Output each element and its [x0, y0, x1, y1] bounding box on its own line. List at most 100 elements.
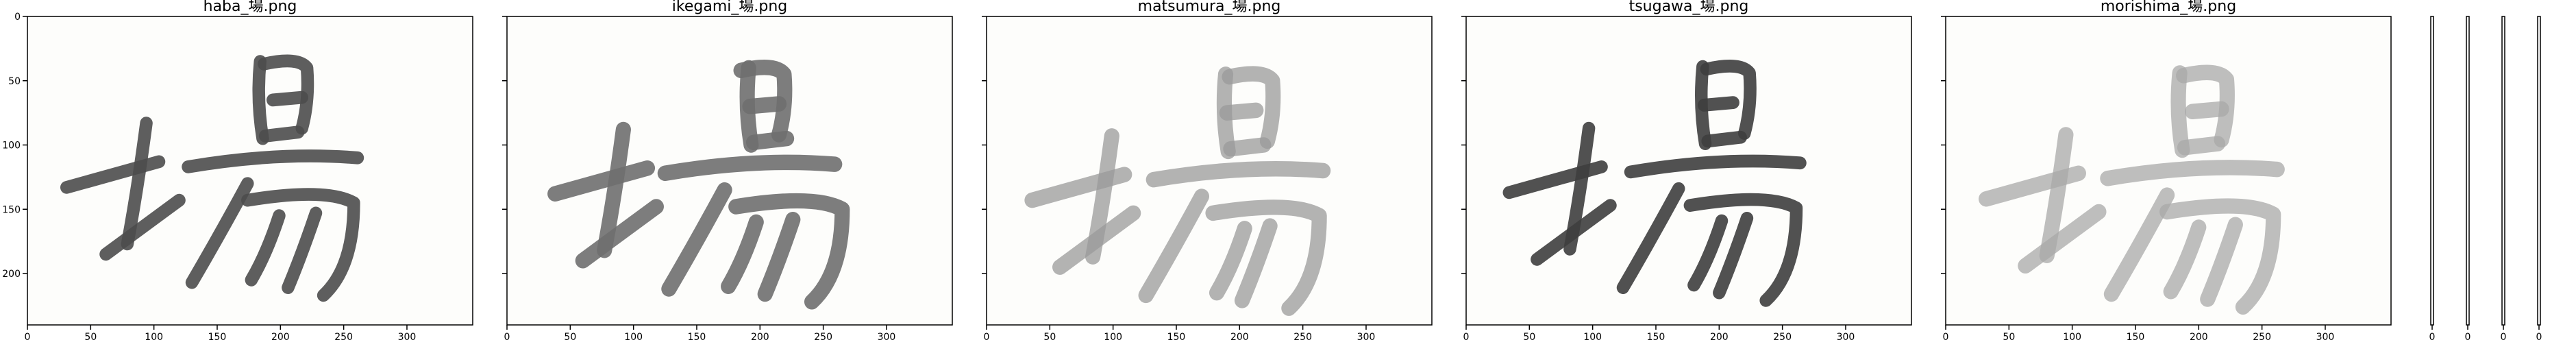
ink-stroke [728, 193, 850, 310]
ink-stroke [99, 193, 186, 261]
ink-stroke [1052, 205, 1141, 275]
ink-stroke [267, 90, 308, 107]
ink-stroke [2100, 160, 2285, 186]
ink-stroke [1700, 60, 1757, 140]
x-tick-label: 50 [1523, 332, 1535, 340]
x-tick-label: 150 [2127, 332, 2145, 340]
x-tick-label: 0 [1943, 332, 1949, 340]
x-tick-label: 200 [1230, 332, 1249, 340]
x-tick-label: 0 [984, 332, 990, 340]
axes-frame [27, 16, 473, 326]
narrow-panel: 0 [2429, 16, 2436, 340]
ink-stroke [185, 177, 254, 289]
ink-stroke [1697, 96, 1739, 112]
panel-title: ikegami_場.png [672, 0, 787, 15]
narrow-panel: 0 [2501, 16, 2507, 340]
y-tick-label: 150 [2, 204, 21, 215]
ink-stroke [1219, 102, 1264, 121]
x-tick-label: 50 [564, 332, 576, 340]
axes-frame [1465, 16, 1912, 326]
x-tick-label: 100 [624, 332, 643, 340]
x-tick-label: 300 [1357, 332, 1376, 340]
x-tick-label: 300 [398, 332, 417, 340]
ink-stroke [245, 209, 286, 287]
character-ink [547, 60, 850, 310]
x-tick-label: 50 [84, 332, 97, 340]
ink-stroke [742, 96, 787, 114]
x-tick-label: 250 [814, 332, 832, 340]
ink-stroke [1209, 221, 1252, 301]
ink-stroke [252, 55, 269, 145]
ink-stroke [1531, 199, 1617, 266]
axes-frame [506, 16, 953, 326]
x-tick-label: 150 [688, 332, 706, 340]
x-tick-label: 250 [1293, 332, 1312, 340]
ink-stroke [733, 60, 793, 143]
x-tick-label: 250 [1773, 332, 1792, 340]
y-tick-label: 0 [14, 12, 21, 23]
image-panel: haba_場.png 0 50 100 150 200 250 300 0 50 100 150 200 [2, 0, 473, 340]
character-ink [1024, 66, 1331, 316]
x-tick-label: 50 [2003, 332, 2015, 340]
x-tick-label: 300 [1837, 332, 1855, 340]
ink-stroke [2018, 204, 2107, 274]
x-tick-label: 200 [2190, 332, 2208, 340]
x-tick-label: 150 [208, 332, 227, 340]
character-ink [60, 54, 364, 302]
ink-stroke [1223, 137, 1272, 157]
ink-stroke [1683, 193, 1803, 307]
narrow-axes-frame [2537, 16, 2541, 326]
ink-stroke [2103, 187, 2175, 302]
axes-frame [986, 16, 1433, 326]
ink-stroke [1616, 182, 1685, 294]
ink-stroke [1687, 214, 1729, 292]
image-panel: tsugawa_場.png 0 50 100 150 200 250 300 [1461, 0, 1912, 340]
ink-stroke [1138, 189, 1210, 304]
x-tick-label: 100 [1104, 332, 1122, 340]
x-tick-label: 300 [878, 332, 896, 340]
x-tick-label: 0 [25, 332, 31, 340]
character-ink [1502, 60, 1807, 307]
ink-stroke [1145, 161, 1331, 188]
ink-stroke [2185, 101, 2229, 119]
x-tick-label: 0 [504, 332, 510, 340]
ink-stroke [2170, 65, 2190, 158]
ink-stroke [1701, 130, 1747, 148]
ink-stroke [1205, 199, 1327, 316]
image-panel: morishima_場.png 0 50 100 150 200 250 300 [1941, 0, 2392, 340]
x-tick-label: 250 [2253, 332, 2271, 340]
narrow-panel: 0 [2536, 16, 2542, 340]
y-tick-label: 50 [8, 76, 21, 87]
narrow-axes-frame [2466, 16, 2470, 326]
ink-stroke [1234, 218, 1278, 308]
x-tick-label: 100 [145, 332, 163, 340]
ink-stroke [2177, 136, 2226, 156]
x-tick-label: 0 [1463, 332, 1470, 340]
image-panel: matsumura_場.png 0 50 100 150 200 250 300 [982, 0, 1433, 340]
narrow-axes-frame [2501, 16, 2505, 326]
x-tick-label: 200 [751, 332, 769, 340]
ink-stroke [575, 199, 664, 269]
ink-stroke [241, 188, 360, 302]
ink-stroke [282, 206, 323, 294]
ink-stroke [1624, 154, 1807, 179]
x-tick-label: 200 [1710, 332, 1729, 340]
x-tick-label: 0 [2536, 332, 2542, 340]
ink-stroke [258, 125, 305, 143]
ink-stroke [2159, 198, 2281, 315]
narrow-axes-frame [2430, 16, 2434, 326]
x-tick-label: 150 [1167, 332, 1186, 340]
axes-frame [1945, 16, 2392, 326]
ink-stroke [1222, 66, 1281, 149]
x-tick-label: 250 [334, 332, 353, 340]
narrow-panel: 0 [2465, 16, 2470, 340]
image-panel: ikegami_場.png 0 50 100 150 200 250 300 [502, 0, 953, 340]
ink-stroke [746, 130, 795, 150]
x-tick-label: 0 [2501, 332, 2507, 340]
image-background [1466, 16, 1911, 325]
x-tick-label: 100 [1583, 332, 1602, 340]
x-tick-label: 0 [2429, 332, 2436, 340]
panel-title: matsumura_場.png [1138, 0, 1281, 15]
character-ink [1979, 64, 2285, 315]
